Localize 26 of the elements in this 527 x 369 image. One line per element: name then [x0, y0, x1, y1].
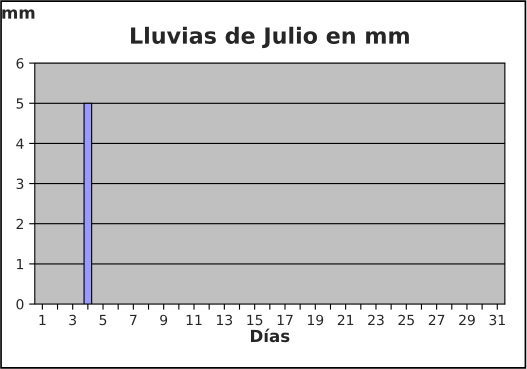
- x-tick-label: 19: [308, 314, 324, 326]
- x-tick-label: 23: [368, 314, 384, 326]
- chart-title: Lluvias de Julio en mm: [131, 26, 409, 48]
- x-tick-label: 1: [39, 314, 46, 326]
- x-tick-label: 15: [247, 314, 262, 326]
- y-tick-label: 4: [16, 138, 24, 149]
- y-tick-label: 2: [16, 218, 23, 230]
- x-tick-label: 5: [100, 314, 106, 326]
- x-tick-label: 21: [338, 314, 354, 326]
- y-tick-label: 0: [16, 299, 24, 310]
- x-tick-label: 3: [69, 314, 76, 326]
- y-tick-label: 6: [16, 58, 24, 69]
- y-tick-label: 5: [16, 98, 24, 109]
- x-tick-label: 25: [398, 314, 414, 326]
- x-tick-label: 11: [186, 314, 202, 326]
- x-tick-label: 27: [428, 314, 444, 326]
- x-axis-title: Días: [250, 328, 290, 342]
- x-tick-label: 17: [278, 314, 293, 326]
- x-tick-label: 29: [459, 314, 475, 326]
- x-tick-label: 9: [160, 314, 168, 326]
- y-tick-label: 3: [16, 178, 24, 190]
- y-tick-label: 1: [17, 259, 24, 270]
- x-tick-label: 31: [490, 314, 505, 326]
- x-tick-label: 13: [217, 314, 232, 326]
- y-axis-title: mm: [2, 9, 34, 19]
- x-tick-label: 7: [130, 314, 137, 326]
